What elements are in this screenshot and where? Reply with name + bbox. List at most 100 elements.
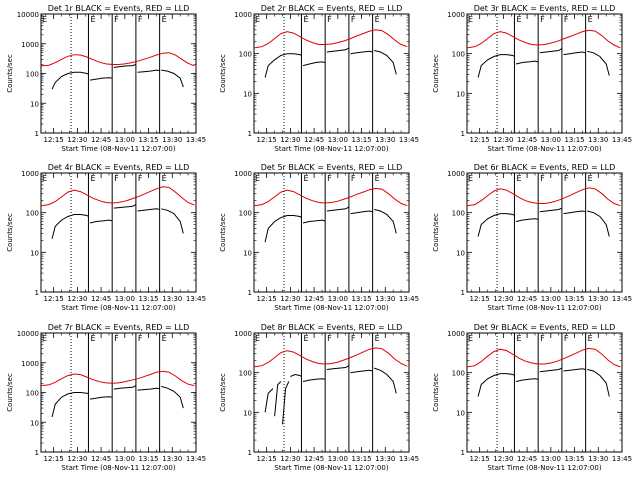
x-tick-label: 13:30: [162, 136, 182, 144]
x-tick-label: 13:15: [564, 455, 584, 463]
x-axis-label: Start Time (08-Nov-11 12:07:00): [61, 145, 175, 153]
marker-flag-label: F: [564, 334, 569, 343]
series-line-events: [587, 210, 610, 237]
x-tick-label: 13:00: [328, 136, 348, 144]
series-line-events: [264, 388, 274, 413]
x-tick-label: 13:45: [399, 136, 419, 144]
marker-flag-label: E: [588, 334, 593, 343]
chart-panel-3: Det 3r BLACK = Events, RED = LLD 1 10 100 10…: [432, 4, 632, 153]
y-axis-label: Counts/sec: [432, 213, 440, 252]
series-line-events: [51, 392, 89, 418]
y-tick-label: 100: [452, 370, 465, 378]
y-tick-label: 100: [26, 71, 39, 79]
series-line-events: [113, 204, 137, 209]
x-tick-label: 13:30: [162, 295, 182, 303]
y-tick-label: 1: [248, 289, 252, 297]
marker-flag-label: E: [588, 15, 593, 24]
x-tick-label: 13:30: [375, 136, 395, 144]
marker-flag-label: E: [90, 334, 95, 343]
plot-frame: [40, 332, 197, 453]
x-tick-label: 13:15: [351, 136, 371, 144]
marker-flag-label: F: [540, 174, 545, 183]
corner-flag-label: E: [468, 334, 473, 343]
chart-title: Det 4r BLACK = Events, RED = LLD: [48, 163, 190, 172]
x-tick-label: 12:15: [44, 136, 64, 144]
series-line-events: [137, 208, 160, 212]
series-line-lld: [40, 370, 195, 387]
plot-frame: [466, 13, 623, 134]
x-tick-label: 12:15: [44, 455, 64, 463]
marker-flag-label: F: [351, 174, 356, 183]
y-tick-label: 1000: [21, 360, 39, 368]
marker-flag-label: E: [90, 15, 95, 24]
marker-flag-label: E: [162, 15, 167, 24]
y-tick-label: 1000: [447, 330, 465, 338]
x-tick-label: 13:00: [328, 295, 348, 303]
y-axis-label: Counts/sec: [6, 213, 14, 252]
x-tick-label: 12:45: [304, 136, 324, 144]
series-line-events: [515, 378, 539, 382]
chart-title: Det 8r BLACK = Events, RED = LLD: [261, 323, 403, 332]
x-tick-label: 13:15: [138, 136, 158, 144]
x-tick-label: 13:00: [115, 455, 135, 463]
series-line-lld: [466, 29, 621, 49]
y-tick-label: 10: [243, 249, 252, 257]
y-tick-label: 1000: [21, 170, 39, 178]
y-axis-label: Counts/sec: [219, 213, 227, 252]
x-tick-label: 13:00: [541, 295, 561, 303]
y-tick-label: 10000: [17, 11, 39, 19]
series-line-events: [264, 53, 302, 78]
y-tick-label: 100: [239, 210, 252, 218]
series-line-events: [477, 373, 515, 397]
series-line-lld: [40, 186, 195, 207]
chart-title: Det 6r BLACK = Events, RED = LLD: [474, 163, 616, 172]
x-axis-label: Start Time (08-Nov-11 12:07:00): [274, 464, 388, 472]
chart-title: Det 1r BLACK = Events, RED = LLD: [48, 4, 190, 13]
series-line-events: [161, 69, 184, 88]
series-line-events: [515, 60, 539, 65]
marker-flag-label: F: [114, 174, 119, 183]
y-tick-label: 1: [248, 130, 252, 138]
marker-flag-label: E: [588, 174, 593, 183]
y-tick-label: 1000: [234, 330, 252, 338]
x-tick-label: 13:30: [375, 455, 395, 463]
plot-frame: [253, 332, 410, 453]
marker-flag-label: E: [516, 15, 521, 24]
x-tick-label: 13:45: [399, 455, 419, 463]
marker-flag-label: E: [516, 174, 521, 183]
y-axis-label: Counts/sec: [432, 54, 440, 93]
series-line-events: [563, 368, 586, 372]
x-tick-label: 13:00: [115, 295, 135, 303]
y-axis-label: Counts/sec: [219, 373, 227, 412]
series-line-events: [477, 213, 515, 237]
series-line-events: [113, 64, 137, 68]
marker-flag-label: F: [540, 15, 545, 24]
marker-flag-label: E: [303, 15, 308, 24]
y-tick-label: 10: [243, 90, 252, 98]
x-tick-label: 13:45: [186, 455, 206, 463]
plot-frame: [466, 332, 623, 453]
x-tick-label: 13:30: [588, 295, 608, 303]
series-line-lld: [466, 347, 621, 368]
x-tick-label: 13:30: [375, 295, 395, 303]
marker-flag-label: F: [327, 334, 332, 343]
y-tick-label: 10000: [17, 330, 39, 338]
x-tick-label: 12:45: [91, 455, 111, 463]
series-line-events: [539, 207, 563, 213]
y-tick-label: 100: [239, 51, 252, 59]
x-tick-label: 12:45: [91, 295, 111, 303]
chart-panel-7: Det 7r BLACK = Events, RED = LLD 1 10 100 10…: [6, 323, 206, 472]
chart-panel-4: Det 4r BLACK = Events, RED = LLD 1 10 100 10…: [6, 163, 206, 312]
corner-flag-label: E: [42, 334, 47, 343]
series-line-events: [477, 54, 515, 78]
series-line-events: [137, 387, 160, 391]
x-axis-label: Start Time (08-Nov-11 12:07:00): [274, 145, 388, 153]
chart-title: Det 5r BLACK = Events, RED = LLD: [261, 163, 403, 172]
chart-panel-9: Det 9r BLACK = Events, RED = LLD 1 10 100 10…: [432, 323, 632, 472]
x-axis-label: Start Time (08-Nov-11 12:07:00): [61, 464, 175, 472]
marker-flag-label: F: [138, 15, 143, 24]
marker-flag-label: F: [540, 334, 545, 343]
series-line-events: [302, 378, 326, 382]
series-line-events: [539, 48, 563, 54]
y-axis-label: Counts/sec: [6, 54, 14, 93]
